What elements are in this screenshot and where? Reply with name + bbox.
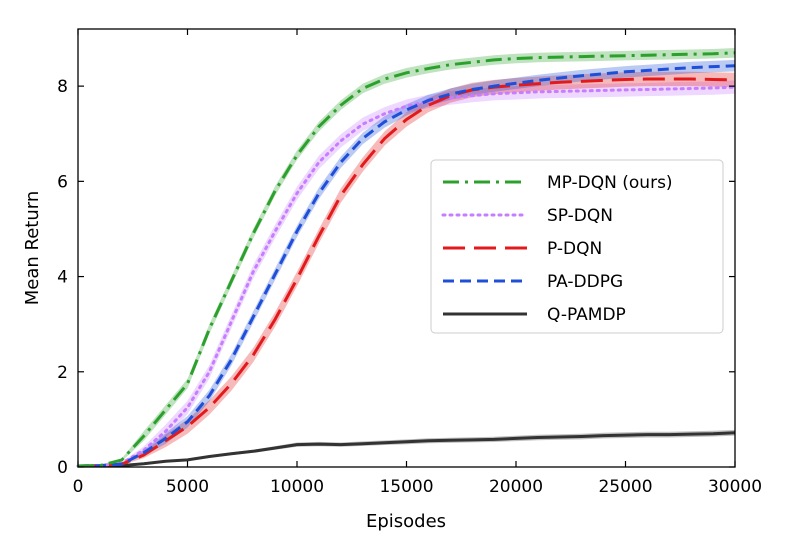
- legend-label-mp-dqn-ours: MP-DQN (ours): [547, 173, 673, 193]
- x-tick-label: 25000: [598, 477, 652, 497]
- x-tick-label: 30000: [708, 477, 762, 497]
- y-tick-label: 0: [57, 458, 68, 478]
- legend-label-q-pamdp: Q-PAMDP: [547, 305, 626, 325]
- x-tick-label: 20000: [489, 477, 543, 497]
- legend-label-p-dqn: P-DQN: [547, 239, 602, 259]
- legend: MP-DQN (ours) SP-DQN P-DQN PA-DDPG Q-PAMDP: [431, 160, 723, 333]
- x-tick-label: 5000: [166, 477, 209, 497]
- y-tick-label: 4: [57, 268, 68, 288]
- y-tick-label: 2: [57, 363, 68, 383]
- y-tick-label: 8: [57, 77, 68, 97]
- mean-return-chart: 0 5000 10000 15000 20000 25000 30000 0 2 4 6 8 Epis…: [0, 0, 790, 552]
- x-axis-label: Episodes: [366, 511, 446, 532]
- y-tick-label: 6: [57, 172, 68, 192]
- y-axis-label: Mean Return: [22, 191, 43, 306]
- x-tick-label: 15000: [379, 477, 433, 497]
- legend-label-pa-ddpg: PA-DDPG: [547, 272, 623, 292]
- x-tick-label: 10000: [270, 477, 324, 497]
- legend-label-sp-dqn: SP-DQN: [547, 206, 613, 226]
- x-tick-label: 0: [73, 477, 84, 497]
